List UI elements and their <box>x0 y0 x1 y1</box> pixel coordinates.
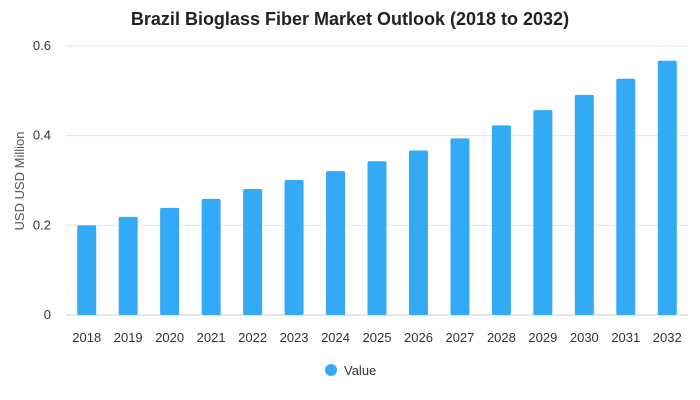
x-tick-label: 2032 <box>653 330 682 345</box>
x-tick-label: 2030 <box>570 330 599 345</box>
y-tick-label: 0.2 <box>33 217 51 232</box>
x-tick-label: 2024 <box>321 330 350 345</box>
x-tick-label: 2019 <box>114 330 143 345</box>
legend-swatch <box>325 364 337 376</box>
y-tick-label: 0 <box>44 307 51 322</box>
bar-2018[interactable] <box>77 225 97 315</box>
x-tick-label: 2031 <box>611 330 640 345</box>
bar-2029[interactable] <box>533 110 553 315</box>
y-axis-label: USD USD Million <box>12 132 27 231</box>
x-tick-label: 2028 <box>487 330 516 345</box>
legend[interactable]: Value <box>325 363 376 378</box>
bar-2020[interactable] <box>160 207 180 315</box>
bar-2030[interactable] <box>574 94 594 315</box>
x-axis-ticks: 2018 2019 2020 2021 2022 2023 2024 2025 2026 2027… <box>72 330 681 345</box>
bar-2025[interactable] <box>367 161 387 315</box>
x-tick-label: 2026 <box>404 330 433 345</box>
y-tick-label: 0.6 <box>33 38 51 53</box>
chart-title: Brazil Bioglass Fiber Market Outlook (20… <box>131 9 569 29</box>
bar-2019[interactable] <box>118 216 138 315</box>
bar-2023[interactable] <box>284 180 304 315</box>
bar-2022[interactable] <box>243 189 263 315</box>
y-tick-label: 0.4 <box>33 128 51 143</box>
bar-2027[interactable] <box>450 138 470 315</box>
bar-2032[interactable] <box>657 60 677 315</box>
x-tick-label: 2023 <box>280 330 309 345</box>
bar-2031[interactable] <box>616 78 636 315</box>
y-axis-ticks: 0 0.2 0.4 0.6 <box>33 38 51 322</box>
x-tick-label: 2018 <box>72 330 101 345</box>
bars <box>77 60 677 315</box>
bar-2024[interactable] <box>326 171 346 315</box>
x-tick-label: 2020 <box>155 330 184 345</box>
x-tick-label: 2027 <box>445 330 474 345</box>
bar-2021[interactable] <box>201 198 221 315</box>
bar-2026[interactable] <box>408 150 428 315</box>
x-tick-label: 2025 <box>363 330 392 345</box>
x-tick-label: 2021 <box>197 330 226 345</box>
x-tick-label: 2022 <box>238 330 267 345</box>
bar-2028[interactable] <box>491 125 511 315</box>
x-tick-label: 2029 <box>528 330 557 345</box>
legend-label: Value <box>344 363 376 378</box>
